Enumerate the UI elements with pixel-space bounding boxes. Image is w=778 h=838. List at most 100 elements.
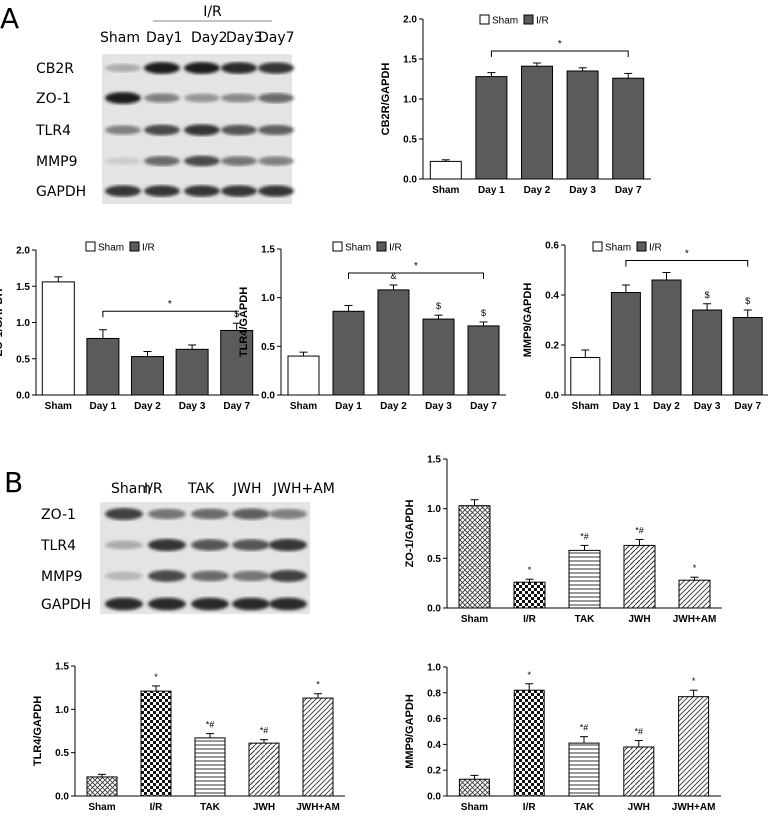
bar (651, 279, 682, 396)
bar (429, 160, 462, 180)
blot-band (221, 124, 257, 136)
blot-band (221, 62, 257, 74)
legend-label: Sham (345, 243, 371, 254)
blot-band (191, 539, 229, 551)
significance-mark: $ (745, 296, 750, 306)
lane-label: Day2 (191, 30, 228, 46)
blot-band (105, 185, 141, 197)
blot-band (105, 63, 141, 73)
bar (41, 281, 75, 396)
group-label: I/R (203, 4, 222, 20)
blot-row-label: GAPDH (36, 184, 86, 200)
x-tick-label: Sham (45, 401, 72, 412)
significance-mark: * (316, 680, 320, 690)
lane-label: I/R (144, 481, 163, 497)
blot-band (232, 597, 270, 611)
y-tick-label: 0.4 (427, 740, 441, 751)
blot-band (258, 93, 294, 103)
x-tick-label: Day 7 (470, 401, 497, 412)
y-tick-label: 1.5 (403, 55, 417, 66)
legend-swatch (332, 241, 343, 252)
blot-row-label: CB2R (36, 61, 74, 77)
blot-row-label: ZO-1 (41, 507, 76, 523)
blot-band (258, 124, 294, 136)
chart-tlr4-treatment: 0.0 0.5 1.0 1.5 TLR4/GAPDH Sham I/R * TAK *# JWH *#… (32, 662, 345, 813)
y-axis-label: ZO-1/GAPDH (404, 500, 416, 568)
blot-band (105, 125, 141, 135)
bar (612, 77, 645, 180)
y-tick-label: 0.5 (55, 748, 69, 759)
chart-zo1-timecourse: 0.0 0.5 1.0 1.5 2.0 ZO-1/GAPDH Sham Day 1 Day 2 D… (0, 241, 259, 412)
bar (377, 289, 410, 396)
blot-band (269, 508, 307, 520)
blot-band (191, 508, 229, 520)
legend-swatch (479, 14, 490, 25)
blot-band (221, 185, 257, 197)
bar (568, 742, 600, 797)
blot-band (148, 570, 186, 582)
significance-mark: & (390, 271, 396, 281)
significance-mark: * (154, 672, 158, 682)
bar (458, 778, 490, 797)
y-tick-label: 1.0 (403, 95, 417, 106)
significance-mark: *# (206, 720, 215, 730)
blot-band (258, 62, 294, 74)
bar (732, 317, 763, 396)
y-tick-label: 0.5 (403, 135, 417, 146)
x-tick-label: TAK (575, 614, 596, 625)
x-tick-label: Day 3 (179, 401, 206, 412)
chart-mmp9-timecourse: 0.0 0.2 0.4 0.6 MMP9/GAPDH Sham Day 1 Day 2 Day … (522, 241, 768, 412)
x-tick-label: Day 1 (613, 401, 640, 412)
y-tick-label: 0.0 (403, 175, 417, 186)
bar (678, 579, 711, 609)
x-tick-label: JWH+AM (296, 802, 340, 813)
bar (131, 356, 164, 396)
bar (566, 70, 599, 180)
y-tick-label: 0.6 (545, 241, 559, 252)
y-tick-label: 0.5 (261, 342, 275, 353)
y-tick-label: 1.0 (16, 318, 30, 329)
legend-swatch (85, 241, 96, 252)
legend-swatch (376, 241, 387, 252)
x-tick-label: Day 2 (653, 401, 680, 412)
x-tick-label: TAK (200, 802, 221, 813)
chart-zo1-treatment: 0.0 0.5 1.0 1.5 ZO-1/GAPDH Sham I/R * TAK *# JWH *#… (404, 455, 722, 625)
blot-band (269, 570, 307, 582)
blot-row-label: MMP9 (36, 154, 78, 170)
legend-swatch (129, 241, 140, 252)
blot-band (191, 597, 229, 611)
blot-band (105, 540, 143, 550)
x-tick-label: I/R (150, 802, 164, 813)
x-tick-label: JWH (253, 802, 275, 813)
x-tick-label: Day 3 (694, 401, 721, 412)
blot-band (221, 93, 257, 103)
bar (513, 581, 546, 609)
lane-label: Sham (111, 481, 151, 497)
blot-band (144, 124, 180, 136)
x-tick-label: Sham (461, 614, 488, 625)
x-tick-label: Day 3 (569, 185, 596, 196)
y-tick-label: 0.0 (16, 391, 30, 402)
blot-band (105, 508, 143, 520)
y-axis-label: MMP9/GAPDH (522, 283, 534, 358)
bar (140, 690, 172, 797)
y-tick-label: 1.5 (16, 282, 30, 293)
bar (332, 310, 365, 396)
blot-band (184, 155, 220, 167)
significance-mark: *# (260, 726, 269, 736)
blot-band (148, 597, 186, 611)
blot-band (105, 597, 143, 611)
bar (623, 544, 656, 609)
y-tick-label: 1.5 (427, 455, 441, 466)
bar (467, 325, 500, 396)
bar (248, 742, 280, 797)
blot-band (105, 157, 141, 165)
y-axis-label: ZO-1/GAPDH (0, 289, 5, 357)
y-tick-label: 0.0 (545, 391, 559, 402)
chart-cb2r: 0.0 0.5 1.0 1.5 2.0 CB2R/GAPDH Sham Day 1 Day 2 D… (380, 14, 651, 196)
significance-mark: $ (705, 290, 710, 300)
significance-mark: *# (635, 727, 644, 737)
legend-swatch (636, 241, 647, 252)
